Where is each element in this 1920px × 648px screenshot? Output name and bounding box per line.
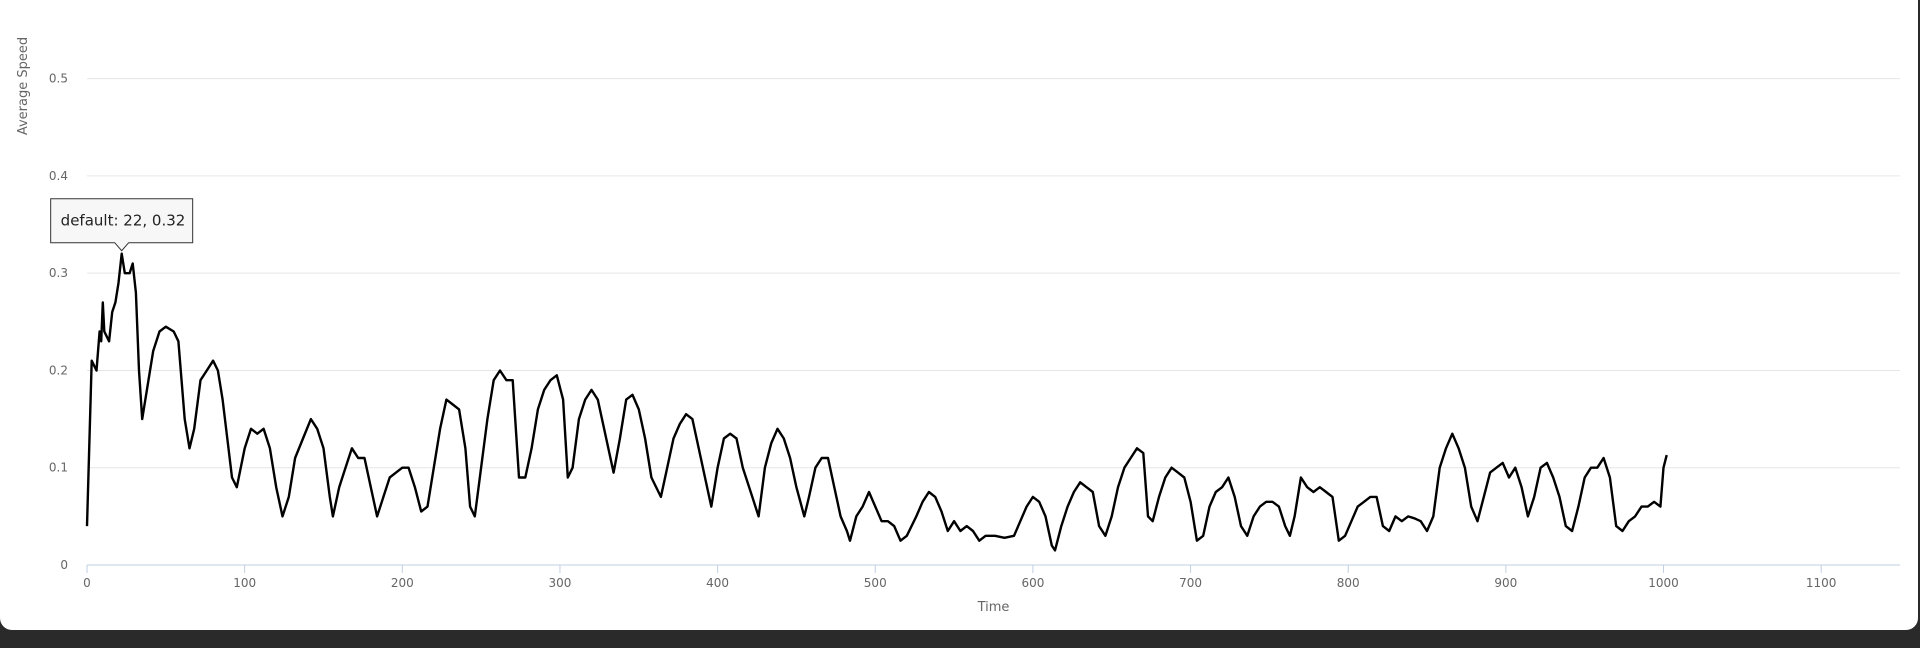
y-axis-title: Average Speed <box>16 37 31 135</box>
line-chart: 0 0.1 0.2 0.3 0.4 0.5 0 100 200 300 400 500 600 700 80… <box>16 37 1900 615</box>
x-tick-label: 1000 <box>1648 576 1679 590</box>
x-tick-label: 700 <box>1179 576 1202 590</box>
y-tick-label: 0.5 <box>49 72 68 86</box>
y-tick-label: 0.2 <box>49 363 68 377</box>
x-axis-title: Time <box>977 600 1010 615</box>
tooltip-text: default: 22, 0.32 <box>61 212 186 230</box>
x-tick-label: 800 <box>1337 576 1360 590</box>
x-tick-label: 1100 <box>1806 576 1837 590</box>
y-tick-label: 0 <box>60 558 68 572</box>
chart-panel: 0 0.1 0.2 0.3 0.4 0.5 0 100 200 300 400 500 600 700 80… <box>0 0 1918 630</box>
series-line-default[interactable] <box>85 252 1668 552</box>
x-tick-label: 900 <box>1494 576 1517 590</box>
x-tick-label: 200 <box>391 576 414 590</box>
series-layer <box>85 252 1668 552</box>
x-tick-label: 0 <box>83 576 91 590</box>
y-tick-label: 0.4 <box>49 169 68 183</box>
tooltip-box <box>50 198 194 252</box>
x-tick-label: 100 <box>233 576 256 590</box>
grid-lines <box>87 78 1900 469</box>
x-tick-label: 600 <box>1021 576 1044 590</box>
x-tick-label: 300 <box>549 576 572 590</box>
axes: 0 0.1 0.2 0.3 0.4 0.5 0 100 200 300 400 500 600 700 80… <box>49 72 1900 590</box>
y-tick-label: 0.3 <box>49 266 68 280</box>
x-tick-label: 400 <box>706 576 729 590</box>
tooltip: default: 22, 0.32 <box>50 198 194 252</box>
x-tick-label: 500 <box>864 576 887 590</box>
y-tick-label: 0.1 <box>49 461 68 475</box>
